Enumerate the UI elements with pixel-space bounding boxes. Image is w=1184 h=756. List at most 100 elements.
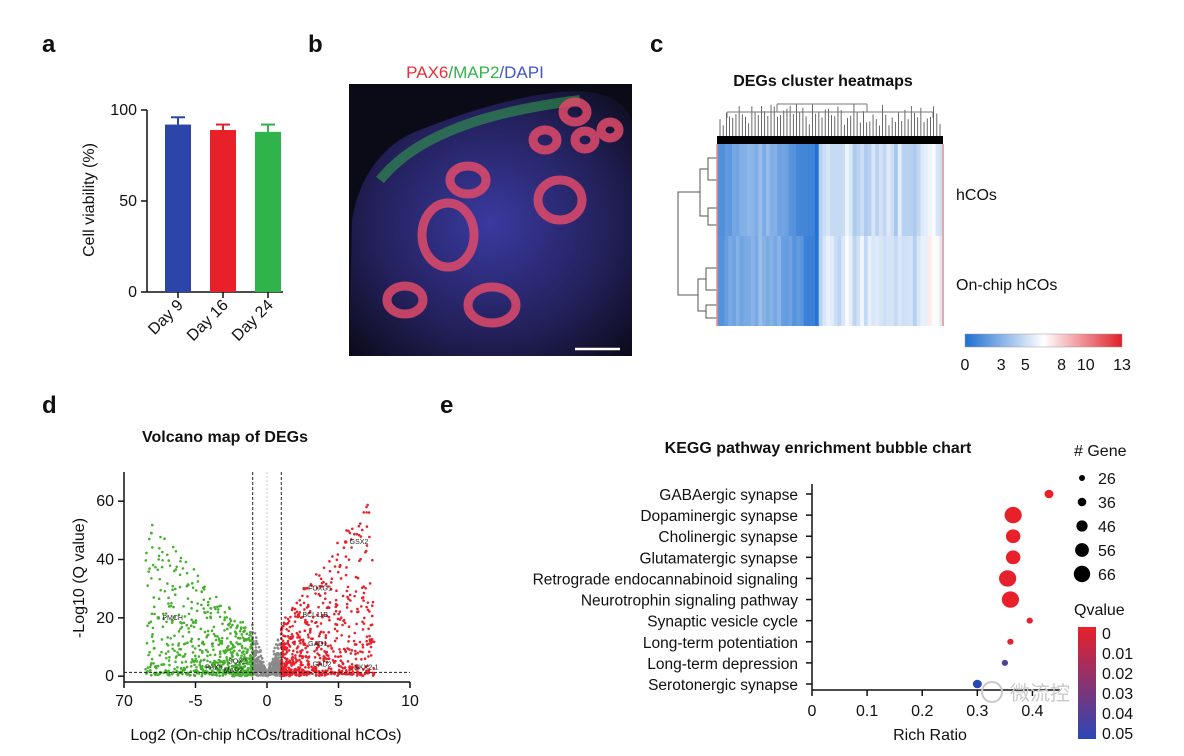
volcano-point [359,650,362,653]
heatmap-cell [762,144,767,236]
volcano-point [206,659,209,663]
volcano-point [203,630,207,634]
volcano-point [218,650,222,653]
volcano-point [319,662,323,666]
volcano-point [318,656,322,660]
volcano-point [160,663,163,666]
size-legend-dot [1075,543,1089,557]
volcano-point [214,607,217,611]
volcano-point [147,653,150,657]
heatmap-cell [822,144,827,236]
heatmap-cell [916,144,921,236]
volcano-point [253,631,257,635]
volcano-point [187,612,191,616]
volcano-point [305,673,308,677]
volcano-point [200,673,204,677]
volcano-point [333,565,337,568]
volcano-point [347,529,350,533]
volcano-point [305,622,308,626]
heatmap-cell [837,236,842,326]
volcano-point [327,631,331,634]
volcano-point [367,511,371,514]
volcano-point [185,623,189,627]
volcano-point [151,632,154,636]
volcano-point [146,584,149,587]
volcano-point [253,658,257,662]
volcano-point [322,566,326,570]
qvalue-legend-label: 0.04 [1102,706,1133,723]
volcano-point [276,638,280,642]
volcano-plot: Volcano map of DEGs -Log10 (Q value) Log… [71,429,419,744]
heatmap-cell [803,236,808,326]
pathway-bubble [1007,638,1014,645]
volcano-point [165,642,169,646]
volcano-point [293,607,297,611]
volcano-point [284,616,287,619]
volcano-point [341,623,344,627]
volcano-point [167,602,170,605]
volcano-point [337,668,341,672]
heatmap-cell [927,236,933,326]
volcano-point [176,666,179,669]
volcano-point [151,563,155,567]
volcano-point [236,636,240,640]
volcano-point [293,620,297,623]
volcano-point [220,639,223,643]
volcano-point [196,574,200,578]
volcano-point [305,586,309,590]
volcano-point [166,582,169,585]
volcano-point [328,601,332,604]
volcano-point [233,630,237,634]
heatmap-cell [814,236,820,326]
volcano-point [216,610,220,614]
volcano-point [297,667,300,671]
volcano-point [367,642,370,646]
volcano-point [160,638,164,641]
volcano-point [330,672,333,676]
heatmap-cell [796,144,801,236]
volcano-point [209,616,213,620]
volcano-point [307,656,310,659]
volcano-point [346,647,349,650]
heatmap-cell [894,236,899,326]
labeled-gene-point [222,659,226,664]
volcano-point [255,668,259,672]
volcano-point [345,529,348,532]
pathway-label: Retrograde endocannabinoid signaling [533,571,798,588]
volcano-point [315,586,319,590]
heatmap-cell [777,236,782,326]
volcano-point [299,663,303,667]
heatmap-cell [860,144,865,236]
x-tick-label-a: Day 9 [145,297,187,339]
volcano-point [273,646,277,650]
heatmap-cell [750,144,756,236]
volcano-point [145,551,148,555]
volcano-point [288,625,292,629]
gene-legend-title: # Gene [1074,443,1127,460]
volcano-point [351,666,354,669]
volcano-point [274,674,277,677]
volcano-point [173,593,177,597]
volcano-point [218,674,222,678]
volcano-point [360,605,363,608]
heatmap-cell [739,144,744,236]
volcano-point [223,618,226,622]
volcano-point [356,610,359,614]
volcano-point [334,655,337,658]
volcano-point [367,655,370,658]
volcano-point [231,672,235,676]
x-tick-label-e: 0 [808,703,817,720]
heatmap-cell [811,144,816,236]
volcano-point [325,606,329,610]
heatmap-cell [743,144,748,236]
y-axis-label-a: Cell viability (%) [81,143,98,257]
volcano-point [231,674,234,678]
gene-label: MAP2 [224,667,243,674]
heatmap-cell [852,236,857,326]
volcano-point [328,569,332,573]
volcano-point [280,669,283,672]
volcano-point [304,618,307,622]
volcano-point [290,668,293,671]
volcano-point [260,669,264,673]
